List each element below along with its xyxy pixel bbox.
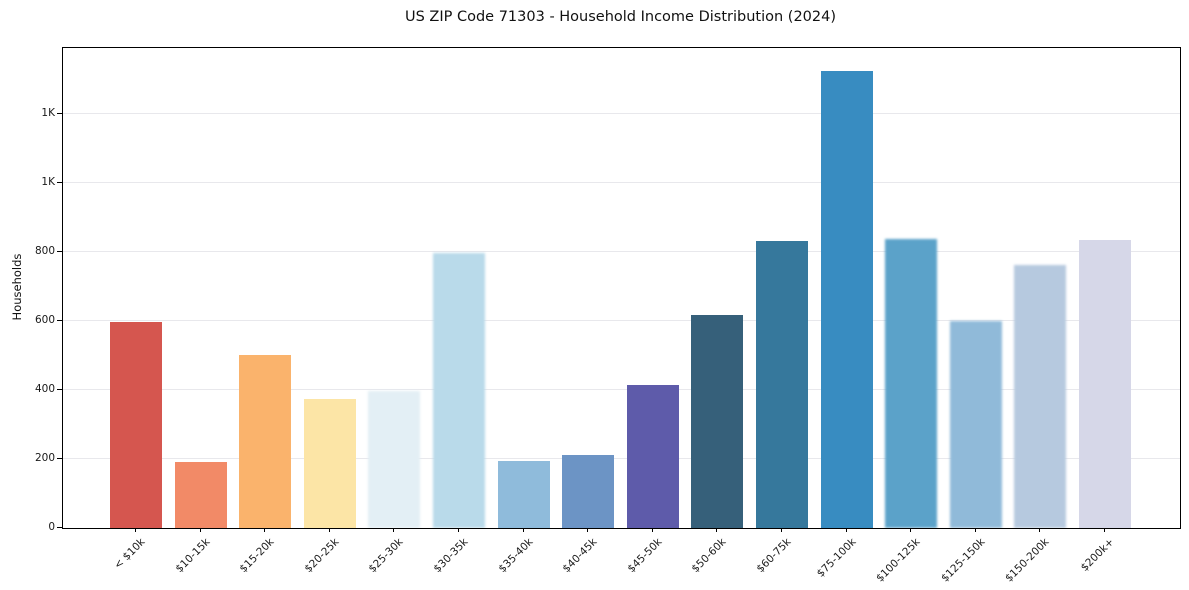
x-tick-label: $25-30k [366,536,406,576]
x-tick-mark [845,528,847,532]
x-tick-mark [264,528,266,532]
plot-area [62,47,1181,529]
x-tick-label: $20-25k [302,536,342,576]
bar-50-60k [691,315,744,528]
x-tick-label: $50-60k [689,536,729,576]
y-tick-mark [57,319,62,321]
x-tick-mark [328,528,330,532]
y-tick-mark [57,250,62,252]
chart-title: US ZIP Code 71303 - Household Income Dis… [404,9,837,25]
x-tick-mark [458,528,459,532]
bar-45-50k [626,385,679,528]
x-tick-mark [393,528,395,532]
x-tick-label: $45-50k [625,536,665,576]
bar-10-15k [174,461,227,528]
y-tick-label: 600 [34,313,55,326]
y-tick-label: 800 [34,244,55,257]
x-tick-mark [651,528,653,532]
gridline [63,388,1180,390]
y-tick-mark [57,527,62,528]
x-tick-mark [135,528,136,532]
x-tick-label: $10-15k [172,536,213,576]
x-tick-mark [522,528,524,532]
y-tick-mark [57,388,62,390]
y-tick-label: 1K [41,175,55,188]
x-tick-mark [1039,528,1041,532]
gridline [63,181,1180,183]
x-tick-label: $15-20k [237,536,277,576]
x-tick-label: $125-150k [938,536,988,585]
x-tick-label: < $10k [111,536,148,572]
bar-200k [1079,240,1131,528]
x-tick-mark [1104,528,1105,532]
bar-125-150k [949,321,1002,528]
bar-100-125k [885,239,938,528]
bar-30-35k [433,252,485,528]
x-tick-label: $200k+ [1078,536,1117,574]
x-tick-mark [974,528,976,532]
bar-35-40k [497,460,550,528]
x-tick-label: $75-100k [814,536,859,580]
bar-25-30k [368,390,421,528]
x-tick-mark [716,528,718,532]
x-tick-label: $30-35k [431,536,471,576]
gridline [63,112,1180,114]
x-tick-mark [781,528,782,532]
y-tick-label: 200 [34,451,55,464]
gridline [63,319,1180,321]
x-tick-label: $35-40k [495,536,536,576]
y-tick-label: 1K [41,106,55,119]
gridline [63,250,1180,252]
x-tick-label: $150-200k [1003,536,1052,585]
y-tick-mark [57,112,62,114]
bar-40-45k [562,454,615,528]
x-tick-label: $100-125k [874,536,923,585]
bar-15-20k [239,355,292,528]
y-tick-label: 0 [48,521,55,533]
bar-60-75k [756,241,808,528]
bar-10k [110,321,162,528]
y-tick-label: 400 [34,382,55,395]
x-tick-mark [910,528,912,532]
y-tick-mark [57,457,62,459]
x-tick-label: $40-45k [560,536,600,576]
x-tick-label: $60-75k [754,536,794,576]
gridline [63,457,1180,459]
x-tick-mark [587,528,589,532]
x-tick-mark [199,528,201,532]
y-tick-mark [57,181,62,183]
bar-150-200k [1014,265,1067,528]
bar-75-100k [820,70,873,528]
bar-20-25k [303,398,356,528]
